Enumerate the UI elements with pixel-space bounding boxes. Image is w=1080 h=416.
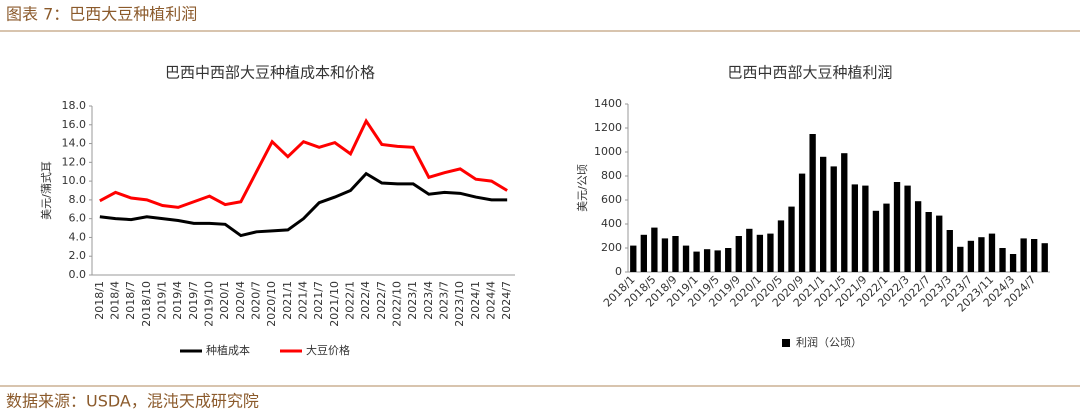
x-tick-label: 2018/4 (109, 281, 122, 320)
y-axis-label: 美元/蒲式耳 (39, 161, 53, 220)
bar (651, 227, 658, 272)
x-tick-label: 2020/1 (218, 281, 231, 320)
bar (988, 233, 996, 272)
bar (661, 238, 669, 272)
source-note: 数据来源：USDA，混沌天成研究院 (6, 392, 259, 411)
y-tick-label: 8.0 (69, 193, 87, 206)
x-tick-label: 2021/1 (281, 281, 294, 320)
chart-title: 巴西中西部大豆种植利润 (727, 64, 892, 82)
bar (893, 182, 901, 272)
x-tick-label: 2023/7 (438, 281, 451, 320)
bar (820, 156, 827, 272)
x-tick-label: 2019/7 (187, 281, 200, 320)
bar (809, 134, 816, 272)
bar (925, 212, 932, 272)
x-tick-label: 2018/10 (140, 281, 153, 327)
bar (841, 153, 848, 272)
x-tick-label: 2022/4 (359, 281, 372, 320)
bar (640, 234, 647, 272)
bar (904, 185, 911, 272)
y-tick-label: 12.0 (62, 155, 87, 168)
legend-label: 大豆价格 (306, 343, 350, 357)
y-tick-label: 6.0 (69, 212, 87, 225)
bar (703, 249, 711, 272)
bar (978, 237, 985, 272)
bar (999, 248, 1006, 272)
x-tick-label: 2021/10 (328, 281, 341, 327)
legend-label: 利润（公顷） (796, 335, 862, 349)
bar (725, 248, 732, 272)
bar (682, 245, 690, 272)
bar (798, 173, 806, 272)
y-tick-label: 800 (601, 169, 622, 182)
bar (672, 236, 679, 272)
y-tick-label: 600 (601, 193, 622, 206)
bar (957, 246, 964, 272)
x-tick-label: 2022/7 (375, 281, 388, 320)
bar (1041, 243, 1048, 272)
bar (1020, 238, 1027, 272)
bar (851, 184, 858, 272)
y-axis-label: 美元/公顷 (576, 164, 589, 212)
y-tick-label: 14.0 (62, 137, 87, 150)
figure-header: 图表 7：巴西大豆种植利润 (6, 5, 197, 24)
bar (872, 210, 880, 272)
y-tick-label: 2.0 (69, 249, 87, 262)
chart-title: 巴西中西部大豆种植成本和价格 (165, 64, 375, 82)
bar (693, 251, 700, 272)
x-tick-label: 2023/1 (406, 281, 419, 320)
x-tick-label: 2019/10 (203, 281, 216, 327)
x-tick-label: 2022/10 (391, 281, 404, 327)
y-tick-label: 0 (615, 265, 622, 278)
bar (1031, 239, 1038, 272)
y-tick-label: 1400 (594, 97, 622, 110)
x-tick-label: 2023/10 (453, 281, 466, 327)
bar (714, 250, 721, 272)
bar (788, 206, 795, 272)
bar (967, 240, 975, 272)
bar (883, 203, 890, 272)
x-tick-label: 2018/1 (93, 281, 106, 320)
bar (862, 185, 869, 272)
bar (735, 236, 742, 272)
y-tick-label: 400 (601, 217, 622, 230)
y-tick-label: 16.0 (62, 118, 87, 131)
line-series (99, 117, 508, 209)
x-tick-label: 2018/7 (124, 281, 137, 320)
bar (756, 234, 764, 272)
x-tick-label: 2020/7 (250, 281, 263, 320)
x-tick-label: 2021/7 (312, 281, 325, 320)
legend-swatch (782, 339, 790, 347)
x-tick-label: 2019/1 (156, 281, 169, 320)
y-tick-label: 18.0 (62, 99, 87, 112)
x-tick-label: 2024/4 (485, 281, 498, 320)
bar (746, 228, 753, 272)
y-tick-label: 4.0 (69, 230, 87, 243)
y-tick-label: 1000 (594, 145, 622, 158)
line-series (99, 171, 508, 238)
x-tick-label: 2019/4 (171, 281, 184, 320)
x-tick-label: 2024/7 (500, 281, 513, 320)
bar (936, 215, 943, 272)
x-tick-label: 2024/1 (469, 281, 482, 320)
x-tick-label: 2021/4 (297, 281, 310, 320)
bar (777, 220, 785, 272)
x-tick-label: 2023/4 (422, 281, 435, 320)
legend-label: 种植成本 (206, 343, 250, 357)
y-tick-label: 10.0 (62, 174, 87, 187)
x-tick-label: 2020/4 (234, 281, 247, 320)
y-tick-label: 1200 (594, 121, 622, 134)
x-tick-label: 2022/1 (344, 281, 357, 320)
bar (767, 233, 774, 272)
bar (830, 166, 837, 272)
x-tick-label: 2020/10 (265, 281, 278, 327)
bar (630, 245, 637, 272)
bar (946, 230, 953, 272)
bar (914, 201, 922, 272)
y-tick-label: 200 (601, 241, 622, 254)
y-tick-label: 0.0 (69, 268, 87, 281)
bar (1009, 254, 1017, 272)
